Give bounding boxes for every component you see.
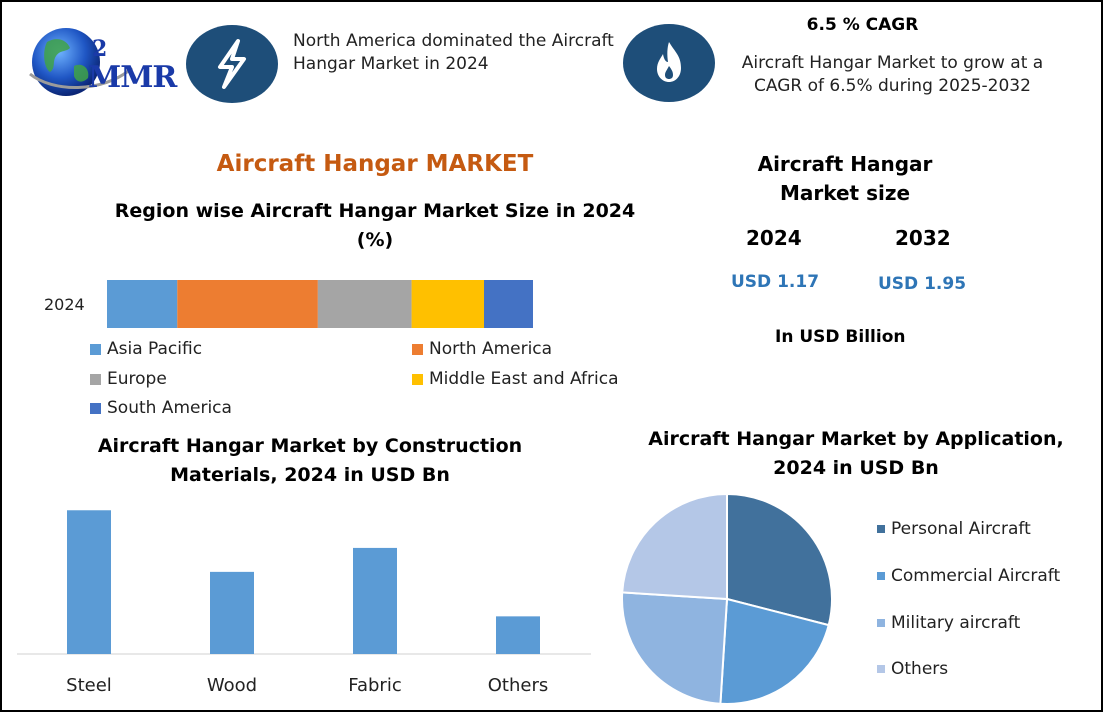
- legend-swatch: [877, 619, 885, 627]
- legend-label: Military aircraft: [891, 613, 1021, 633]
- legend-label: Personal Aircraft: [891, 519, 1031, 539]
- pie-slice-military-aircraft: [621, 591, 729, 705]
- size-unit: In USD Billion: [775, 327, 906, 347]
- legend-label: Others: [891, 659, 949, 679]
- legend-label: Europe: [107, 369, 167, 389]
- legend-swatch: [90, 373, 101, 385]
- legend-swatch: [412, 373, 423, 385]
- application-legend-military-aircraft: Military aircraft: [877, 613, 1020, 633]
- size-value-2024: USD 1.17: [731, 272, 820, 292]
- size-title: Aircraft Hangar Market size: [757, 152, 933, 205]
- cagr-title: 6.5 % CAGR: [806, 15, 919, 35]
- legend-swatch: [877, 572, 885, 580]
- legend-swatch: [877, 525, 885, 533]
- logo-text: MMR: [88, 60, 177, 95]
- region-legend-north-america: North America: [412, 339, 552, 359]
- legend-label: North America: [429, 339, 553, 359]
- region-segment-north-america: [177, 280, 318, 328]
- application-pie-chart: [621, 492, 833, 705]
- material-chart-title: Aircraft Hangar Market by Construction M…: [97, 435, 523, 486]
- globe-icon: [29, 28, 133, 96]
- material-tick-others: Others: [488, 675, 549, 696]
- material-bar-fabric: [353, 547, 397, 654]
- legend-label: Asia Pacific: [107, 339, 203, 359]
- material-bar-steel: [67, 510, 111, 654]
- lightning-icon: [218, 39, 246, 89]
- region-segment-middle-east-and-africa: [411, 280, 485, 328]
- legend-label: South America: [107, 398, 232, 418]
- region-bar-category: 2024: [44, 295, 85, 314]
- fact-north-america: North America dominated the Aircraft Han…: [293, 31, 614, 74]
- size-year-2024: 2024: [746, 226, 802, 250]
- main-title: Aircraft Hangar MARKET: [216, 151, 534, 177]
- material-tick-steel: Steel: [66, 675, 112, 696]
- region-legend-asia-pacific: Asia Pacific: [90, 339, 202, 359]
- region-segment-asia-pacific: [107, 280, 178, 328]
- legend-label: Middle East and Africa: [429, 369, 619, 389]
- flame-icon: [657, 42, 681, 82]
- mmr-logo: 2 MMR: [22, 22, 177, 104]
- pie-slice-commercial-aircraft: [719, 597, 830, 705]
- region-legend-europe: Europe: [90, 369, 167, 389]
- application-legend-others: Others: [877, 659, 948, 679]
- legend-swatch: [412, 343, 423, 355]
- size-year-2032: 2032: [895, 226, 951, 250]
- region-stacked-bar: [107, 280, 533, 328]
- application-legend-personal-aircraft: Personal Aircraft: [877, 519, 1031, 539]
- material-bar-wood: [210, 571, 254, 654]
- region-chart-title: Region wise Aircraft Hangar Market Size …: [114, 200, 636, 251]
- legend-swatch: [90, 402, 101, 414]
- size-value-2032: USD 1.95: [878, 274, 967, 294]
- application-legend-commercial-aircraft: Commercial Aircraft: [877, 566, 1060, 586]
- region-legend-middle-east-and-africa: Middle East and Africa: [412, 369, 619, 389]
- region-segment-south-america: [484, 280, 533, 328]
- region-segment-europe: [317, 280, 412, 328]
- material-bar-chart: Steel Wood Fabric Others: [17, 510, 591, 696]
- material-bar-others: [496, 616, 540, 654]
- legend-label: Commercial Aircraft: [891, 566, 1061, 586]
- material-tick-fabric: Fabric: [348, 675, 401, 696]
- cagr-text: Aircraft Hangar Market to grow at a CAGR…: [741, 53, 1044, 96]
- material-tick-wood: Wood: [207, 675, 257, 696]
- pie-slice-personal-aircraft: [726, 492, 833, 627]
- application-chart-title: Aircraft Hangar Market by Application, 2…: [648, 428, 1064, 479]
- legend-swatch: [877, 665, 885, 673]
- pie-slice-others: [621, 492, 728, 601]
- logo-digit: 2: [92, 36, 108, 62]
- flame-circle: [623, 24, 715, 102]
- legend-swatch: [90, 343, 101, 355]
- region-legend-south-america: South America: [90, 398, 232, 418]
- lightning-circle: [186, 25, 278, 103]
